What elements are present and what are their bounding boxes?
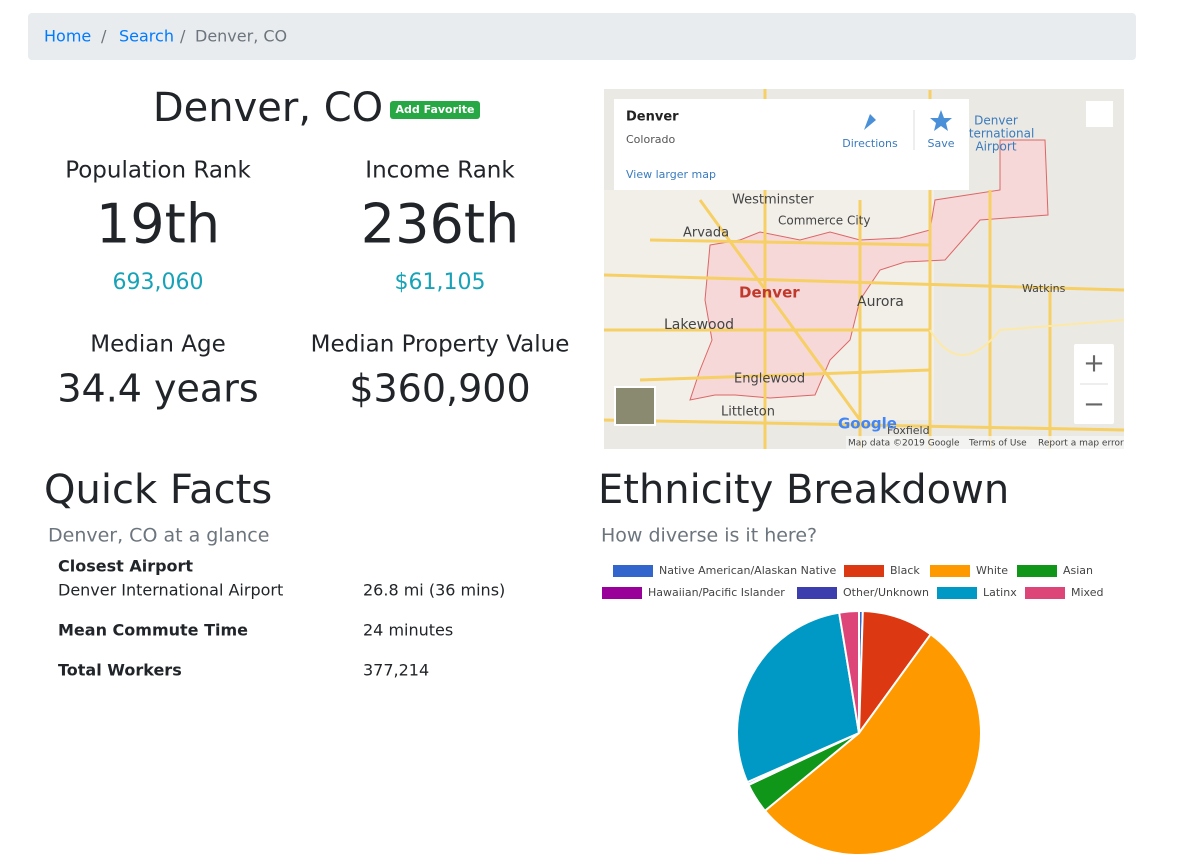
stat-label: Population Rank <box>65 158 251 184</box>
stat-value: $360,900 <box>349 367 530 411</box>
fact-value: 24 minutes <box>363 621 453 640</box>
favorite-badge-text[interactable]: Add Favorite <box>395 103 474 116</box>
save-icon[interactable] <box>930 110 952 131</box>
breadcrumb-bar <box>28 13 1136 60</box>
legend-swatch <box>937 587 977 599</box>
fact-label: Mean Commute Time <box>58 621 248 640</box>
fullscreen-button[interactable] <box>1086 101 1113 127</box>
fact-detail: Denver International Airport <box>58 581 283 600</box>
stat-value: 19th <box>96 193 220 256</box>
legend-swatch <box>1017 565 1057 577</box>
map-label: Denver <box>739 284 800 302</box>
legend-label: Hawaiian/Pacific Islander <box>648 586 785 599</box>
stat-value: 236th <box>361 193 519 256</box>
map-card-save[interactable]: Save <box>927 137 954 150</box>
legend-swatch <box>1025 587 1065 599</box>
map-card-link[interactable]: View larger map <box>626 168 716 181</box>
map-label: Lakewood <box>664 317 734 333</box>
favorite-badge[interactable] <box>390 101 480 119</box>
stat-label: Income Rank <box>365 158 515 184</box>
legend-label: White <box>976 564 1008 577</box>
legend-label: Mixed <box>1071 586 1103 599</box>
breadcrumb-current: Denver, CO <box>195 27 287 46</box>
map-label: Airport <box>975 140 1016 154</box>
directions-icon[interactable] <box>864 114 876 130</box>
map-card-subtitle: Colorado <box>626 133 675 146</box>
stat-detail: $61,105 <box>395 270 486 295</box>
stat-value: 34.4 years <box>57 367 258 411</box>
section-subtitle: Denver, CO at a glance <box>48 525 269 547</box>
map-label: Westminster <box>732 193 814 208</box>
fact-value: 26.8 mi (36 mins) <box>363 581 505 600</box>
breadcrumb-link[interactable]: Search <box>119 27 174 46</box>
map-label: Watkins <box>1022 282 1066 295</box>
legend-label: Black <box>890 564 920 577</box>
map-road <box>929 319 1124 356</box>
breadcrumb-link[interactable]: Home <box>44 27 91 46</box>
map-footer[interactable]: Terms of Use <box>968 439 1027 449</box>
stat-detail: 693,060 <box>113 270 204 295</box>
zoom-in[interactable]: + <box>1083 349 1105 379</box>
pie-slice <box>763 632 982 856</box>
satellite-toggle[interactable] <box>614 386 656 426</box>
map-card-title: Denver <box>626 110 679 125</box>
map-card-directions[interactable]: Directions <box>842 137 898 150</box>
map-label: International <box>958 127 1035 141</box>
zoom-out[interactable]: − <box>1083 390 1105 420</box>
map-footer: Map data ©2019 Google <box>848 439 960 449</box>
fact-label: Total Workers <box>58 661 182 680</box>
map-label: Foxfield <box>887 424 930 437</box>
stat-label: Median Property Value <box>311 332 570 358</box>
legend-label: Other/Unknown <box>843 586 929 599</box>
city-title: Denver, CO <box>153 85 383 131</box>
legend-swatch <box>613 565 653 577</box>
legend-label: Native American/Alaskan Native <box>659 564 836 577</box>
section-title: Quick Facts <box>44 467 272 513</box>
map-label: Arvada <box>683 226 729 241</box>
map-label: Englewood <box>734 372 805 387</box>
legend-label: Asian <box>1063 564 1093 577</box>
fact-label: Closest Airport <box>58 557 193 576</box>
map-footer-bg <box>846 436 1124 449</box>
city-boundary <box>689 139 1049 401</box>
map-logo: Google <box>838 415 897 433</box>
map-label: Aurora <box>857 294 904 310</box>
breadcrumb-sep: / <box>180 27 186 46</box>
legend-swatch <box>602 587 642 599</box>
pie-slice <box>736 611 861 784</box>
pie-slice <box>838 609 860 734</box>
breadcrumb-sep: / <box>101 27 107 46</box>
chart-subtitle: How diverse is it here? <box>601 525 817 547</box>
map[interactable]: Westminster Arvada Commerce City Denver … <box>604 89 1124 449</box>
legend-swatch <box>930 565 970 577</box>
legend-swatch <box>797 587 837 599</box>
fact-value: 377,214 <box>363 661 429 680</box>
map-card <box>614 99 969 190</box>
map-label: Commerce City <box>778 214 870 228</box>
map-label: Denver <box>974 114 1018 128</box>
legend-label: Latinx <box>983 586 1017 599</box>
pie-chart: Native American/Alaskan Native Black White… <box>602 564 1103 856</box>
legend-swatch <box>844 565 884 577</box>
map-label: Littleton <box>721 405 775 420</box>
stat-label: Median Age <box>90 332 225 358</box>
chart-title: Ethnicity Breakdown <box>598 467 1009 513</box>
map-footer[interactable]: Report a map error <box>1038 439 1124 449</box>
